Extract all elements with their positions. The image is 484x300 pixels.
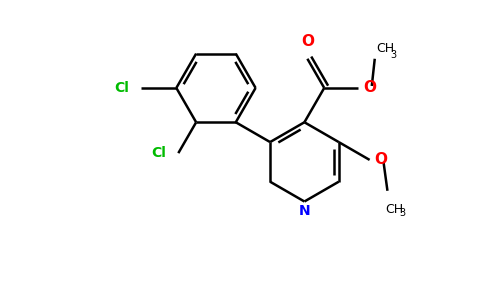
Text: O: O xyxy=(375,152,388,167)
Text: 3: 3 xyxy=(399,208,406,218)
Text: 3: 3 xyxy=(391,50,397,60)
Text: O: O xyxy=(301,34,314,49)
Text: N: N xyxy=(299,204,310,218)
Text: Cl: Cl xyxy=(114,81,129,95)
Text: CH: CH xyxy=(385,203,404,216)
Text: Cl: Cl xyxy=(151,146,166,160)
Text: O: O xyxy=(363,80,376,95)
Text: CH: CH xyxy=(377,42,395,55)
